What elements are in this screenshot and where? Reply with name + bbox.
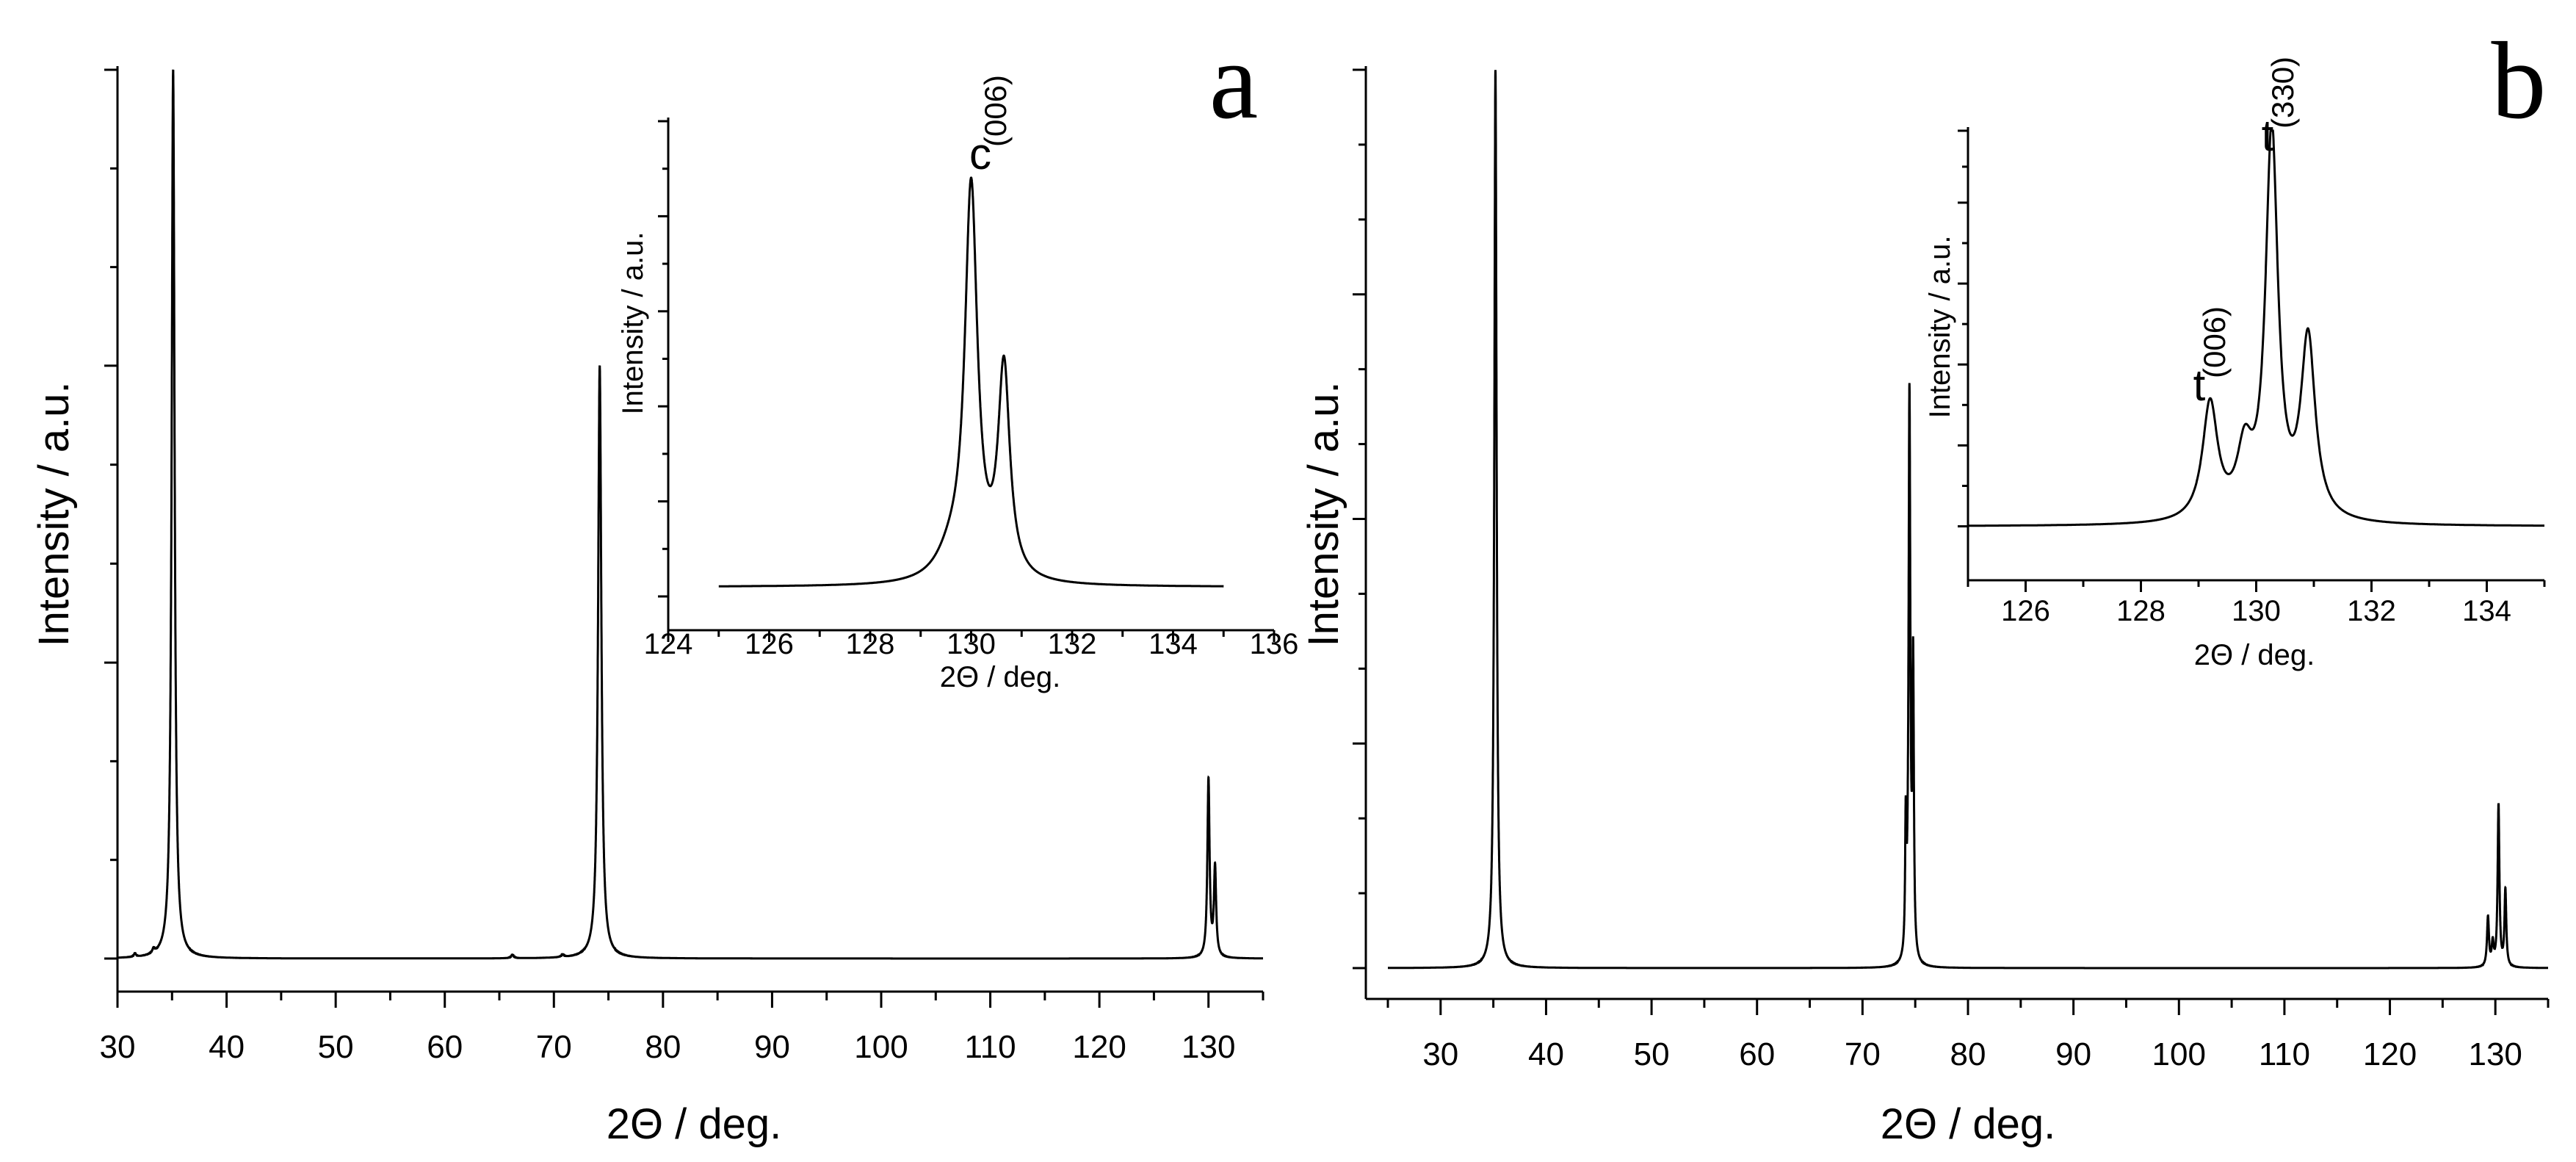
x-tick-label: 50 [318, 1029, 354, 1065]
x-tick-label: 30 [1422, 1036, 1458, 1072]
x-tick-label: 110 [964, 1029, 1016, 1065]
peak-label-subscript: (006) [2197, 306, 2232, 378]
panel-a-x-ticks: 30 40 50 60 70 80 90 100 110 120 130 [100, 992, 1265, 1065]
panel-b-inset-x-ticks: 126 128 130 132 134 [1967, 580, 2546, 627]
panel-b-inset-curve [1968, 129, 2544, 527]
panel-b-peak-label-t330: t (330) [2262, 57, 2300, 160]
panel-a-y-axis-label: Intensity / a.u. [30, 381, 78, 646]
panel-a-inset: 124 126 128 130 132 134 136 2Θ / deg. Intensit… [617, 75, 1298, 693]
panel-a-inset-x-ticks: 124 126 128 130 132 134 136 [644, 628, 1299, 660]
x-tick-label: 128 [2116, 595, 2166, 627]
x-tick-label: 120 [2363, 1036, 2417, 1072]
panel-a-inset-x-axis-label: 2Θ / deg. [940, 661, 1061, 693]
x-tick-label: 100 [854, 1029, 908, 1065]
x-tick-label: 128 [846, 628, 895, 660]
panel-b-y-ticks [1353, 68, 1366, 970]
panel-a-peak-label-c006: c (006) [969, 75, 1013, 178]
peak-label-subscript: (330) [2265, 57, 2300, 129]
panel-a-inset-curve [718, 176, 1224, 588]
x-tick-label: 136 [1250, 628, 1299, 660]
x-tick-label: 130 [1182, 1029, 1235, 1065]
panel-b-inset-y-ticks [1958, 129, 1968, 528]
x-tick-label: 30 [100, 1029, 136, 1065]
x-tick-label: 50 [1634, 1036, 1670, 1072]
panel-a-inset-y-axis-label: Intensity / a.u. [617, 231, 649, 414]
x-tick-label: 130 [947, 628, 996, 660]
panel-b-inset-x-axis-label: 2Θ / deg. [2194, 639, 2315, 671]
panel-a-diffraction-curve [117, 69, 1263, 960]
x-tick-label: 40 [209, 1029, 245, 1065]
x-tick-label: 90 [2055, 1036, 2091, 1072]
x-tick-label: 130 [2232, 595, 2281, 627]
panel-b-x-axis-label: 2Θ / deg. [1881, 1100, 2056, 1148]
x-tick-label: 70 [1845, 1036, 1881, 1072]
panel-b-inset-y-axis-label: Intensity / a.u. [1924, 235, 1956, 418]
x-tick-label: 132 [1048, 628, 1097, 660]
x-tick-label: 126 [2001, 595, 2050, 627]
x-tick-label: 110 [2259, 1036, 2310, 1072]
x-tick-label: 40 [1528, 1036, 1564, 1072]
x-tick-label: 132 [2347, 595, 2396, 627]
peak-label-letter: c [969, 129, 991, 178]
panel-a-y-ticks [104, 68, 117, 960]
peak-label-letter: t [2262, 111, 2274, 160]
x-tick-label: 130 [2468, 1036, 2522, 1072]
panel-b-diffraction-curve [1388, 70, 2548, 970]
x-tick-label: 60 [427, 1029, 463, 1065]
panel-a-inset-y-ticks [658, 120, 668, 598]
panel-b-peak-label-t006: t (006) [2193, 306, 2232, 410]
panel-a-x-axis-label: 2Θ / deg. [607, 1100, 782, 1148]
x-tick-label: 70 [536, 1029, 572, 1065]
peak-label-letter: t [2193, 361, 2206, 410]
x-tick-label: 134 [1148, 628, 1198, 660]
x-tick-label: 80 [1950, 1036, 1986, 1072]
panel-a-letter: a [1209, 20, 1259, 142]
x-tick-label: 60 [1739, 1036, 1775, 1072]
panel-b-letter: b [2492, 20, 2547, 142]
peak-label-subscript: (006) [978, 75, 1013, 147]
panel-b-y-axis-label: Intensity / a.u. [1300, 381, 1347, 646]
x-tick-label: 134 [2462, 595, 2511, 627]
x-tick-label: 124 [644, 628, 693, 660]
panel-a-axes [116, 66, 1263, 993]
x-tick-label: 126 [745, 628, 794, 660]
x-tick-label: 80 [645, 1029, 681, 1065]
panel-a: 30 40 50 60 70 80 90 100 110 120 130 2Θ / deg. Int… [30, 20, 1298, 1148]
x-tick-label: 90 [754, 1029, 790, 1065]
panel-b: 30 40 50 60 70 80 90 100 110 120 130 2Θ / deg. Int… [1300, 20, 2550, 1148]
x-tick-label: 100 [2152, 1036, 2206, 1072]
panel-b-axes [1364, 66, 2548, 1000]
x-tick-label: 120 [1072, 1029, 1126, 1065]
panel-b-inset: 126 128 130 132 134 2Θ / deg. Intensity / a.… [1924, 57, 2546, 671]
panel-b-x-ticks: 30 40 50 60 70 80 90 100 110 120 130 [1386, 999, 2550, 1072]
